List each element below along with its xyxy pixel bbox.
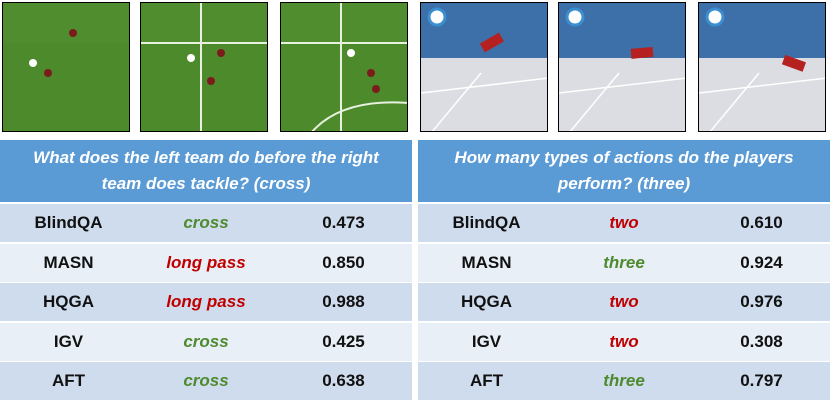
video-frame [140, 2, 268, 132]
answer: two [609, 331, 639, 351]
table-row: MASN three 0.924 [418, 243, 830, 282]
model-name: MASN [43, 252, 94, 272]
score: 0.924 [740, 252, 783, 272]
model-name: AFT [51, 371, 86, 390]
model-name: IGV [471, 331, 502, 351]
panel: How many types of actions do the players… [418, 0, 830, 408]
table-row: BlindQA cross 0.473 [0, 204, 412, 242]
thumbnails [418, 2, 830, 134]
answer: long pass [166, 292, 246, 311]
score: 0.473 [322, 213, 365, 232]
answer: cross [183, 213, 229, 232]
model-name: BlindQA [34, 213, 103, 232]
model-name: IGV [53, 331, 84, 351]
table-row: BlindQA two 0.610 [418, 204, 830, 242]
model-name: MASN [461, 252, 512, 272]
table-row: HQGA long pass 0.988 [0, 283, 412, 321]
score: 0.610 [740, 213, 783, 232]
score: 0.797 [740, 371, 783, 390]
video-frame [420, 2, 548, 132]
thumbnails [0, 2, 412, 134]
score: 0.976 [740, 292, 783, 311]
model-name: BlindQA [452, 213, 521, 232]
table-row: HQGA two 0.976 [418, 283, 830, 321]
table-row: AFT three 0.797 [418, 362, 830, 400]
answer: three [603, 371, 645, 390]
answer: three [603, 252, 645, 272]
panel: What does the left team do before the ri… [0, 0, 412, 408]
answer: two [609, 213, 639, 232]
table-row: IGV cross 0.425 [0, 322, 412, 361]
score: 0.850 [322, 252, 365, 272]
answer: cross [183, 331, 229, 351]
video-frame [280, 2, 408, 132]
video-frame [698, 2, 826, 132]
score: 0.988 [322, 292, 365, 311]
score: 0.425 [322, 331, 365, 351]
score: 0.638 [322, 371, 365, 390]
question-header: How many types of actions do the players… [418, 140, 830, 202]
model-name: HQGA [461, 292, 512, 311]
score: 0.308 [740, 331, 783, 351]
answer: long pass [166, 252, 246, 272]
video-frame [558, 2, 686, 132]
table-row: IGV two 0.308 [418, 322, 830, 361]
model-name: AFT [469, 371, 504, 390]
question-header: What does the left team do before the ri… [0, 140, 412, 202]
model-name: HQGA [43, 292, 94, 311]
table-row: MASN long pass 0.850 [0, 243, 412, 282]
answer: two [609, 292, 639, 311]
video-frame [2, 2, 130, 132]
answer: cross [183, 371, 229, 390]
table-row: AFT cross 0.638 [0, 362, 412, 400]
